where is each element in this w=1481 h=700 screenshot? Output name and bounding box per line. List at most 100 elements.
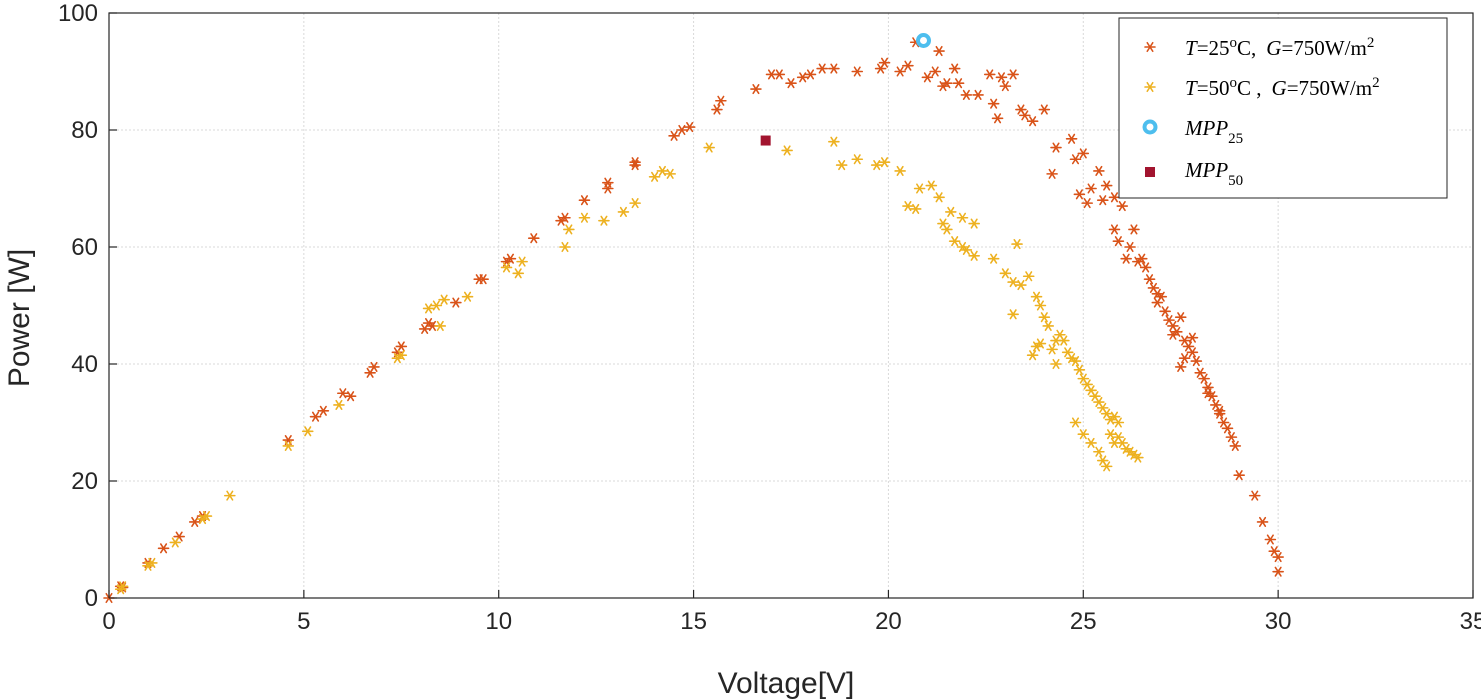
data-point-s25 bbox=[972, 89, 984, 100]
data-point-s50 bbox=[1050, 335, 1062, 346]
data-point-s25 bbox=[1081, 198, 1093, 209]
x-tick-label: 35 bbox=[1460, 608, 1481, 635]
data-point-s50 bbox=[960, 244, 973, 255]
data-point-s25 bbox=[1065, 133, 1078, 144]
data-point-s50 bbox=[894, 165, 906, 176]
data-point-s25 bbox=[1174, 361, 1187, 372]
data-point-s50 bbox=[1022, 271, 1035, 282]
data-point-s25 bbox=[1190, 356, 1203, 367]
data-point-s25 bbox=[851, 66, 864, 77]
data-point-s50 bbox=[1015, 279, 1027, 291]
data-point-s25 bbox=[715, 95, 727, 106]
data-point-s25 bbox=[1186, 332, 1199, 343]
data-point-s25 bbox=[1139, 262, 1152, 273]
data-point-s25 bbox=[1143, 274, 1156, 285]
data-point-s25 bbox=[157, 543, 170, 554]
data-point-s50 bbox=[1112, 417, 1125, 428]
data-point-s25 bbox=[878, 57, 891, 68]
data-point-s25 bbox=[1096, 195, 1109, 206]
data-point-s50 bbox=[1096, 455, 1109, 466]
data-point-s25 bbox=[676, 124, 688, 136]
x-tick-label: 0 bbox=[102, 608, 115, 635]
data-point-s50 bbox=[500, 262, 513, 273]
data-point-s25 bbox=[578, 195, 591, 206]
data-point-s25 bbox=[933, 45, 945, 57]
data-point-mpp50 bbox=[760, 135, 771, 146]
data-point-s50 bbox=[1007, 309, 1019, 320]
data-point-s25 bbox=[983, 69, 996, 80]
data-point-s25 bbox=[960, 89, 973, 100]
data-point-s25 bbox=[894, 66, 906, 77]
data-point-s25 bbox=[1015, 104, 1027, 115]
data-point-s25 bbox=[804, 69, 817, 80]
data-point-s25 bbox=[1194, 367, 1206, 378]
data-point-s50 bbox=[968, 218, 980, 229]
data-point-s25 bbox=[1163, 315, 1175, 326]
data-points bbox=[103, 32, 1284, 604]
x-tick-label: 30 bbox=[1265, 608, 1292, 635]
data-point-s25 bbox=[1128, 224, 1140, 235]
data-point-s25 bbox=[395, 341, 408, 352]
data-point-s50 bbox=[169, 537, 182, 548]
data-point-s50 bbox=[933, 192, 945, 203]
data-point-s25 bbox=[1073, 189, 1086, 200]
data-point-s50 bbox=[146, 557, 158, 568]
data-point-s50 bbox=[1085, 437, 1097, 449]
data-point-s50 bbox=[909, 203, 922, 215]
data-point-s25 bbox=[317, 405, 330, 416]
legend-marker-mpp50 bbox=[1145, 167, 1155, 177]
data-point-s25 bbox=[1202, 388, 1214, 399]
data-point-s50 bbox=[1104, 429, 1117, 440]
data-point-s50 bbox=[956, 212, 969, 223]
data-point-s25 bbox=[1026, 116, 1039, 127]
data-point-s50 bbox=[656, 165, 669, 176]
data-point-s25 bbox=[1167, 329, 1179, 340]
data-point-s50 bbox=[598, 215, 610, 226]
data-point-s25 bbox=[1124, 241, 1136, 253]
data-point-s50 bbox=[578, 212, 591, 223]
data-point-s50 bbox=[870, 160, 883, 171]
y-tick-label: 0 bbox=[85, 585, 98, 612]
data-point-s25 bbox=[1233, 470, 1245, 481]
legend-box bbox=[1118, 17, 1448, 199]
data-point-s25 bbox=[773, 69, 786, 80]
data-point-s25 bbox=[188, 516, 201, 528]
data-point-s25 bbox=[929, 66, 941, 77]
data-point-s25 bbox=[952, 78, 965, 89]
data-point-s25 bbox=[173, 531, 185, 542]
plot-area-frame bbox=[108, 12, 1474, 599]
data-point-s25 bbox=[527, 233, 540, 244]
data-point-s25 bbox=[504, 253, 517, 264]
series-s50 bbox=[114, 136, 1144, 595]
data-point-s25 bbox=[1151, 297, 1164, 308]
data-point-s25 bbox=[828, 63, 840, 74]
data-point-s50 bbox=[559, 241, 571, 253]
series-mpp25 bbox=[916, 32, 932, 48]
x-tick-label: 10 bbox=[485, 608, 512, 635]
data-point-s25 bbox=[602, 183, 614, 194]
data-point-s25 bbox=[1159, 306, 1171, 317]
data-point-s25 bbox=[1120, 253, 1132, 264]
data-point-s50 bbox=[944, 206, 957, 217]
data-point-s50 bbox=[333, 399, 345, 411]
data-point-s50 bbox=[937, 218, 949, 229]
data-point-s25 bbox=[450, 297, 462, 308]
data-point-s25 bbox=[987, 98, 1000, 109]
legend-label-mpp50: MPP50 bbox=[1184, 158, 1243, 189]
data-point-s50 bbox=[1038, 312, 1051, 323]
x-tick-label: 15 bbox=[680, 608, 707, 635]
data-point-s25 bbox=[1186, 347, 1199, 358]
data-point-s50 bbox=[987, 253, 1000, 264]
data-point-s50 bbox=[224, 490, 236, 501]
y-axis-label: Power [W] bbox=[3, 249, 36, 387]
y-tick-label: 60 bbox=[71, 234, 98, 261]
axis-ticks: 0 5 10 15 20 25 30 35 0 20 40 60 80 100 bbox=[58, 0, 1481, 635]
data-point-s25 bbox=[995, 72, 1008, 83]
data-point-s50 bbox=[116, 581, 129, 592]
data-point-s25 bbox=[1213, 405, 1226, 416]
data-point-s50 bbox=[563, 224, 575, 235]
legend-marker-s25 bbox=[1144, 41, 1156, 53]
data-point-s25 bbox=[921, 72, 934, 83]
data-point-s50 bbox=[461, 291, 474, 302]
